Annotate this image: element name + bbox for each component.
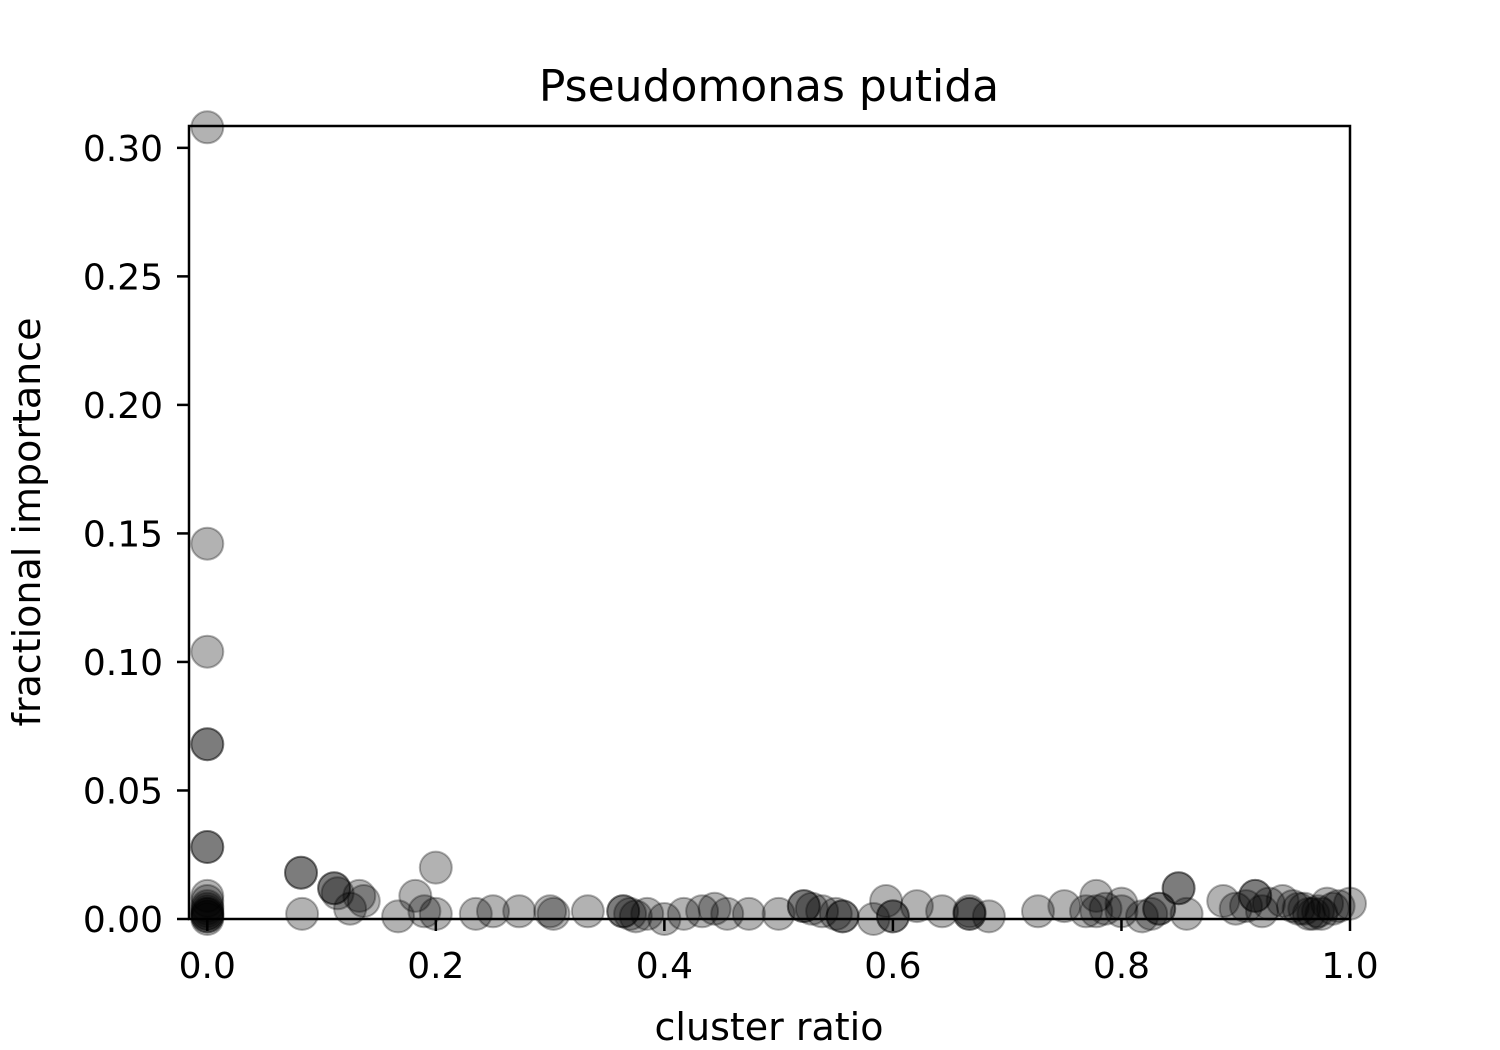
plot-frame xyxy=(187,124,1352,921)
y-tick-label: 0.20 xyxy=(83,386,163,427)
data-point xyxy=(1238,878,1273,913)
data-point xyxy=(458,896,493,931)
y-tick-label: 0.05 xyxy=(83,771,163,812)
data-point xyxy=(1281,891,1316,926)
data-point xyxy=(317,871,352,906)
x-tick-label: 0.2 xyxy=(407,946,464,987)
data-point xyxy=(952,896,987,931)
data-point xyxy=(1125,899,1159,934)
data-point xyxy=(398,878,433,913)
data-point xyxy=(761,896,796,931)
data-point xyxy=(786,889,821,924)
data-point xyxy=(710,896,745,931)
y-tick-label: 0.00 xyxy=(83,900,163,941)
data-point xyxy=(536,896,571,931)
x-tick-label: 0.8 xyxy=(1093,946,1150,987)
data-point xyxy=(190,634,225,669)
data-point xyxy=(1161,871,1196,906)
data-point xyxy=(381,899,416,934)
data-point xyxy=(317,871,352,906)
data-point xyxy=(1275,889,1310,924)
data-point xyxy=(320,876,355,911)
data-point xyxy=(697,891,732,926)
data-point xyxy=(285,896,320,931)
y-axis-ticks: 0.00 0.05 0.10 0.15 0.20 0.25 0.30 xyxy=(83,129,189,941)
data-point xyxy=(1206,884,1241,918)
data-point xyxy=(190,830,225,864)
data-point xyxy=(1161,871,1196,906)
data-point xyxy=(190,899,225,934)
data-point xyxy=(346,884,381,918)
data-point xyxy=(1238,878,1273,913)
y-tick-label: 0.25 xyxy=(83,257,163,298)
data-point xyxy=(731,896,766,931)
y-tick-label: 0.10 xyxy=(83,643,163,684)
data-point xyxy=(190,727,225,762)
data-point xyxy=(786,889,821,924)
data-point xyxy=(190,899,225,934)
data-point xyxy=(613,896,648,931)
x-tick-label: 0.0 xyxy=(179,946,236,987)
data-point xyxy=(952,896,987,931)
x-tick-label: 0.4 xyxy=(636,946,693,987)
data-point xyxy=(190,110,225,145)
data-point xyxy=(570,894,605,929)
data-point xyxy=(875,899,910,934)
data-point xyxy=(1265,884,1300,918)
data-point xyxy=(418,850,453,885)
data-point xyxy=(818,896,853,931)
data-point xyxy=(899,889,934,924)
data-point xyxy=(1169,896,1204,931)
data-point xyxy=(502,894,537,929)
data-point xyxy=(875,899,910,934)
data-point xyxy=(1088,891,1123,926)
data-point xyxy=(1218,891,1253,926)
data-point xyxy=(284,855,318,890)
data-point xyxy=(342,878,377,913)
data-point xyxy=(284,855,318,890)
y-tick-label: 0.15 xyxy=(83,514,163,555)
x-axis-label: cluster ratio xyxy=(655,1005,884,1049)
data-point xyxy=(1287,891,1322,926)
data-point xyxy=(1321,889,1356,924)
data-point xyxy=(825,899,860,934)
y-tick-label: 0.30 xyxy=(83,129,163,170)
data-point xyxy=(1079,878,1114,913)
data-point xyxy=(1229,889,1263,924)
data-point xyxy=(190,884,225,918)
data-point xyxy=(333,891,368,926)
data-point xyxy=(1134,896,1169,931)
data-point xyxy=(1142,891,1177,926)
y-axis-label: fractional importance xyxy=(5,317,49,726)
data-point xyxy=(618,899,653,934)
data-point xyxy=(869,884,904,918)
x-tick-label: 0.6 xyxy=(864,946,921,987)
data-point xyxy=(190,727,225,762)
data-point xyxy=(971,899,1006,934)
x-tick-label: 1.0 xyxy=(1321,946,1378,987)
data-point xyxy=(1291,896,1326,931)
data-points xyxy=(190,110,1367,936)
data-point xyxy=(190,526,225,561)
data-point xyxy=(190,830,225,864)
data-point xyxy=(190,878,225,913)
chart-title: Pseudomonas putida xyxy=(539,61,999,112)
data-point xyxy=(1304,896,1339,931)
data-point xyxy=(1142,891,1177,926)
data-point xyxy=(794,891,829,926)
data-point xyxy=(1047,889,1082,924)
data-point xyxy=(825,899,860,934)
data-point xyxy=(666,896,701,931)
data-point xyxy=(1296,896,1331,931)
data-point xyxy=(630,896,665,931)
x-axis-ticks: 0.0 0.2 0.4 0.6 0.8 1.0 xyxy=(179,919,1379,987)
